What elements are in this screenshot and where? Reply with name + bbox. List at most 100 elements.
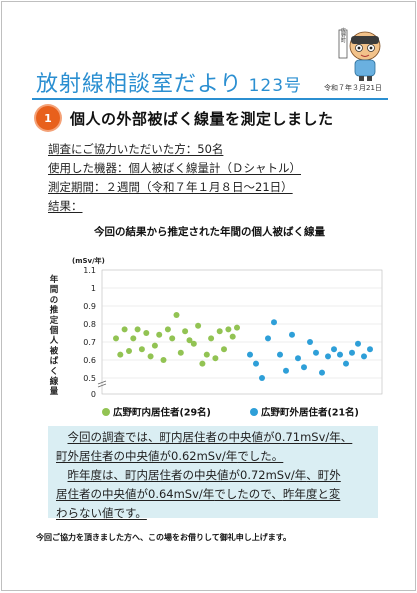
y-unit-label: (mSv/年) <box>72 256 105 265</box>
y-axis-label-char: ば <box>50 356 59 367</box>
y-tick-label: 0 <box>91 390 96 399</box>
y-axis-label-char: 年 <box>50 274 59 285</box>
participants-line: 調査にご協力いただいた方：50名 <box>48 142 224 156</box>
data-point <box>203 351 210 358</box>
data-point <box>169 335 176 342</box>
data-point <box>367 346 373 353</box>
summary-text-2b: でした。 <box>237 449 284 463</box>
data-point <box>289 331 295 338</box>
section-title: 個人の外部被ばく線量を測定しました <box>70 109 334 128</box>
data-point <box>283 367 289 374</box>
data-point <box>208 335 215 342</box>
summary-text-5: わらない値です。 <box>56 506 147 520</box>
summary-paragraph-previous: 昨年度は、町内居住者の中央値が0.72mSv/年、町外 居住者の中央値が0.64… <box>56 466 372 523</box>
summary-text-2: 町外居住者の中央値が <box>56 449 171 463</box>
data-point <box>173 312 180 318</box>
period-line: 測定期間：２週間（令和７年１月８日～21日） <box>48 180 293 194</box>
y-tick-label: 0.7 <box>83 338 96 347</box>
y-axis-label-char: 定 <box>49 315 59 326</box>
data-point <box>277 351 283 358</box>
data-point <box>199 360 206 367</box>
data-point <box>361 353 367 360</box>
data-point <box>301 364 307 371</box>
data-point <box>259 375 265 381</box>
y-tick-label: 0.8 <box>83 320 96 329</box>
data-point <box>212 355 219 362</box>
y-tick-label: 0.5 <box>83 374 96 383</box>
legend-label: 広野町外居住者(21名) <box>261 407 359 419</box>
survey-info: 調査にご協力いただいた方：50名 使用した機器：個人被ばく線量計（Ｄシャトル） … <box>48 140 301 216</box>
results-label: 結果： <box>48 199 83 213</box>
axis-break-mark <box>97 380 107 388</box>
y-tick-label: 1.1 <box>83 266 96 275</box>
data-point <box>307 339 313 345</box>
data-point <box>177 349 184 356</box>
data-point <box>147 353 154 360</box>
data-point <box>195 322 202 329</box>
data-point <box>186 337 193 344</box>
summary-text-3b: 、町外 <box>306 468 341 482</box>
data-point <box>343 360 349 367</box>
data-point <box>331 346 337 353</box>
title-text: 放射線相談室だより <box>36 72 243 97</box>
data-point <box>355 340 361 347</box>
newsletter-title: 放射線相談室だより 123号 <box>36 66 302 98</box>
y-axis-label-char: 量 <box>50 386 59 397</box>
data-point <box>225 326 232 333</box>
y-tick-label: 1 <box>91 284 96 293</box>
summary-text-1: 今回の調査では、町内居住者の中央値が <box>67 430 275 444</box>
summary-text-4c: 昨年度と変 <box>282 487 341 501</box>
thanks-note: 今回ご協力を頂きました方へ、この場をお借りして御礼申し上げます。 <box>36 533 291 542</box>
data-point <box>130 335 137 342</box>
dose-scatter-chart: 1.1 1 0.9 0.8 0.7 0.6 0.5 0 (mSv/年) 年間の推定個人被ばく線量広… <box>49 256 383 419</box>
legend-label: 広野町内居住者(29名) <box>113 407 211 419</box>
issue-date: 令和７年３月21日 <box>324 84 382 92</box>
title-divider <box>32 98 388 100</box>
y-axis-label-char: く <box>50 367 59 377</box>
data-point <box>117 351 124 358</box>
data-point <box>349 349 355 356</box>
summary-value-2: 0.62mSv/年 <box>171 449 238 463</box>
data-point <box>143 330 150 336</box>
data-point <box>247 351 253 358</box>
y-axis-label-char: 推 <box>50 305 59 316</box>
chart-title: 今回の結果から推定された年間の個人被ばく線量 <box>94 226 325 238</box>
legend-marker <box>102 408 110 416</box>
data-point <box>113 335 119 342</box>
y-axis-label-char: 個 <box>49 325 59 336</box>
summary-text-4a: 居住者の中央値が <box>56 487 148 501</box>
summary-box: 今回の調査では、町内居住者の中央値が0.71mSv/年、 町外居住者の中央値が0… <box>48 426 378 520</box>
data-point <box>271 319 277 326</box>
section-number-badge: 1 <box>36 106 60 130</box>
mascot-sign-text: 広野町 <box>340 27 346 43</box>
data-point <box>253 360 259 367</box>
device-line: 使用した機器：個人被ばく線量計（Ｄシャトル） <box>48 161 301 175</box>
data-point <box>265 335 271 342</box>
legend-marker <box>250 408 258 416</box>
y-axis-label-char: 間 <box>50 285 59 295</box>
data-point <box>160 357 167 363</box>
summary-value-1: 0.71mSv/年 <box>274 430 341 444</box>
data-point <box>325 353 331 360</box>
data-point <box>216 328 223 335</box>
y-tick-label: 0.6 <box>83 356 96 365</box>
summary-value-4: 0.64mSv/年 <box>148 487 215 501</box>
data-point <box>126 348 132 354</box>
data-point <box>121 326 128 333</box>
data-point <box>190 340 197 347</box>
data-point <box>182 328 189 335</box>
section-heading: 1 個人の外部被ばく線量を測定しました <box>36 106 334 130</box>
data-point <box>234 324 240 331</box>
summary-text-3: 昨年度は、町内居住者の中央値が <box>67 468 241 482</box>
data-point <box>134 326 141 333</box>
data-point <box>337 351 343 358</box>
data-point <box>229 333 236 340</box>
summary-text-1b: 、 <box>340 430 353 444</box>
data-point <box>164 326 171 333</box>
data-point <box>138 346 145 353</box>
data-point <box>156 331 163 338</box>
summary-paragraph-current: 今回の調査では、町内居住者の中央値が0.71mSv/年、 町外居住者の中央値が0… <box>56 428 372 466</box>
data-point <box>221 346 227 353</box>
y-axis-label-char: 被 <box>50 345 59 356</box>
